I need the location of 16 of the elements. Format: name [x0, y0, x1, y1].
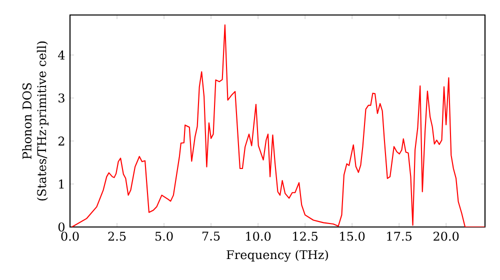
y-tick-label: 4 [58, 50, 65, 60]
x-tick-label: 0.0 [61, 232, 79, 241]
y-axis-title: Phonon DOS (States/THz·primitive cell) [22, 42, 48, 200]
x-tick-label: 10.0 [246, 232, 271, 241]
y-tick-label: 0 [58, 222, 64, 232]
x-tick-label: 7.5 [202, 232, 220, 241]
x-tick-label: 15.0 [340, 232, 365, 241]
x-tick-label: 12.5 [293, 232, 318, 241]
x-tick-label: 17.5 [387, 232, 412, 241]
x-tick-label: 20.0 [434, 232, 459, 241]
y-tick-label: 1 [59, 180, 64, 188]
y-tick-label: 3 [58, 93, 64, 103]
x-tick-label: 5.0 [156, 232, 173, 241]
y-tick-label: 2 [58, 136, 64, 146]
x-tick-label: 2.5 [108, 232, 126, 241]
x-axis-title: Frequency (THz) [226, 250, 328, 262]
